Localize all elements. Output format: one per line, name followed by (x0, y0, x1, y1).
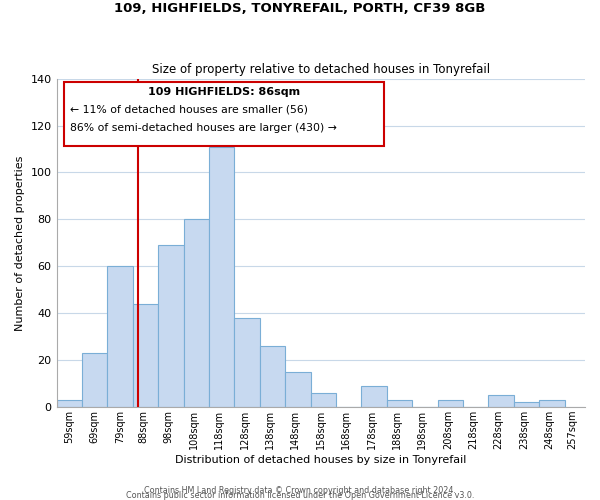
Text: Contains HM Land Registry data © Crown copyright and database right 2024.: Contains HM Land Registry data © Crown c… (144, 486, 456, 495)
Bar (209, 146, 235, 407)
Text: 109, HIGHFIELDS, TONYREFAIL, PORTH, CF39 8GB: 109, HIGHFIELDS, TONYREFAIL, PORTH, CF39… (115, 2, 485, 16)
Bar (311, 393, 336, 407)
Bar (158, 245, 184, 407)
Bar (82, 353, 107, 407)
Y-axis label: Number of detached properties: Number of detached properties (15, 155, 25, 330)
Text: 109 HIGHFIELDS: 86sqm: 109 HIGHFIELDS: 86sqm (148, 87, 301, 97)
Bar (107, 266, 133, 407)
Bar (437, 400, 463, 407)
Text: Contains public sector information licensed under the Open Government Licence v3: Contains public sector information licen… (126, 491, 474, 500)
Bar (387, 400, 412, 407)
Bar (56, 400, 82, 407)
Bar (235, 318, 260, 407)
Bar (514, 402, 539, 407)
Bar (285, 372, 311, 407)
Text: 86% of semi-detached houses are larger (430) →: 86% of semi-detached houses are larger (… (70, 123, 337, 133)
Bar (488, 396, 514, 407)
Bar (260, 346, 285, 407)
Text: ← 11% of detached houses are smaller (56): ← 11% of detached houses are smaller (56… (70, 104, 308, 114)
X-axis label: Distribution of detached houses by size in Tonyrefail: Distribution of detached houses by size … (175, 455, 466, 465)
Bar (133, 304, 158, 407)
Bar (184, 220, 209, 407)
Bar (361, 386, 387, 407)
Bar (539, 400, 565, 407)
Title: Size of property relative to detached houses in Tonyrefail: Size of property relative to detached ho… (152, 63, 490, 76)
FancyBboxPatch shape (64, 82, 384, 146)
